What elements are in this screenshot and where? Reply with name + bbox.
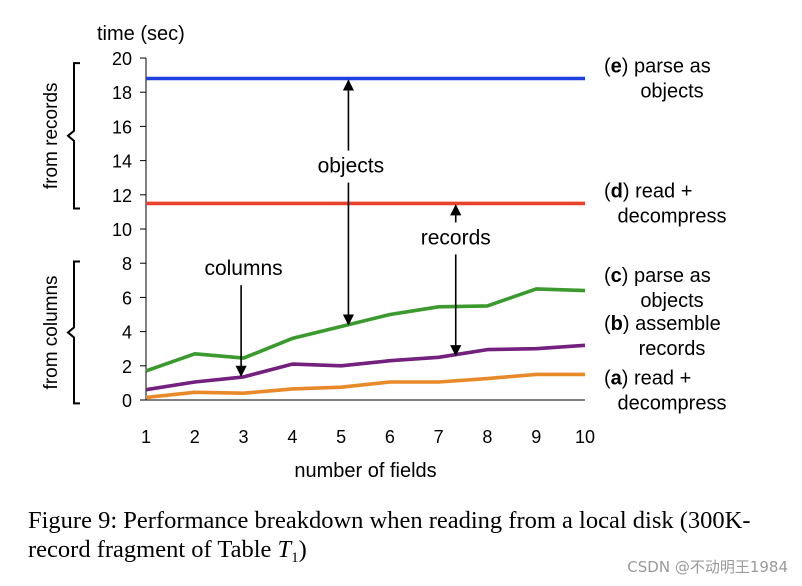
legend-label-b-line2: records	[639, 338, 706, 360]
caption-table-symbol: T	[277, 536, 292, 563]
legend-label-e: (e) parse as	[604, 56, 711, 78]
caption-table-subscript: 1	[291, 550, 299, 566]
caption-text: Figure 9: Performance breakdown when rea…	[28, 507, 751, 563]
y-tick-label: 10	[112, 220, 132, 240]
legend-label-a: (a) read +	[604, 368, 691, 390]
legend-label-e-line2: objects	[640, 81, 703, 103]
y-tick-label: 6	[122, 288, 132, 308]
figure-caption: Figure 9: Performance breakdown when rea…	[28, 506, 798, 568]
x-tick-label: 4	[287, 427, 297, 447]
y-tick-label: 12	[112, 186, 132, 206]
x-tick-label: 5	[336, 427, 346, 447]
y-tick-label: 20	[112, 49, 132, 69]
y-tick-label: 18	[112, 83, 132, 103]
y-tick-label: 14	[112, 152, 132, 172]
x-tick-label: 7	[434, 427, 444, 447]
x-tick-label: 6	[385, 427, 395, 447]
x-axis-title: number of fields	[294, 460, 436, 482]
annotation-label: objects	[318, 155, 385, 178]
watermark: CSDN @不动明王1984	[627, 558, 788, 576]
series-line	[145, 372, 585, 400]
group-label-records: from records	[41, 82, 62, 189]
legend-label-c-line2: objects	[640, 290, 703, 312]
x-tick-label: 10	[575, 427, 595, 447]
y-tick-label: 8	[122, 254, 132, 274]
group-label-columns: from columns	[41, 275, 62, 389]
y-axis-title: time (sec)	[97, 23, 185, 45]
x-tick-label: 1	[141, 427, 151, 447]
legend-label-d-line2: decompress	[618, 205, 727, 227]
series-line	[145, 343, 586, 392]
y-tick-label: 2	[122, 357, 132, 377]
caption-close: )	[298, 536, 307, 563]
y-tick-label: 4	[122, 323, 132, 343]
legend-label-d: (d) read +	[604, 180, 692, 202]
legend-label-c: (c) parse as	[604, 265, 711, 287]
legend-label-b: (b) assemble	[604, 313, 721, 335]
x-tick-label: 3	[239, 427, 249, 447]
group-brace-columns	[66, 260, 80, 405]
group-brace-records	[66, 62, 80, 210]
x-tick-label: 2	[190, 427, 200, 447]
annotation-label: columns	[204, 257, 282, 280]
legend-label-a-line2: decompress	[618, 393, 727, 415]
y-tick-label: 16	[112, 117, 132, 137]
series-line	[145, 287, 586, 373]
x-tick-label: 8	[482, 427, 492, 447]
x-tick-label: 9	[531, 427, 541, 447]
annotation-label: records	[421, 226, 491, 249]
y-tick-label: 0	[122, 391, 132, 411]
